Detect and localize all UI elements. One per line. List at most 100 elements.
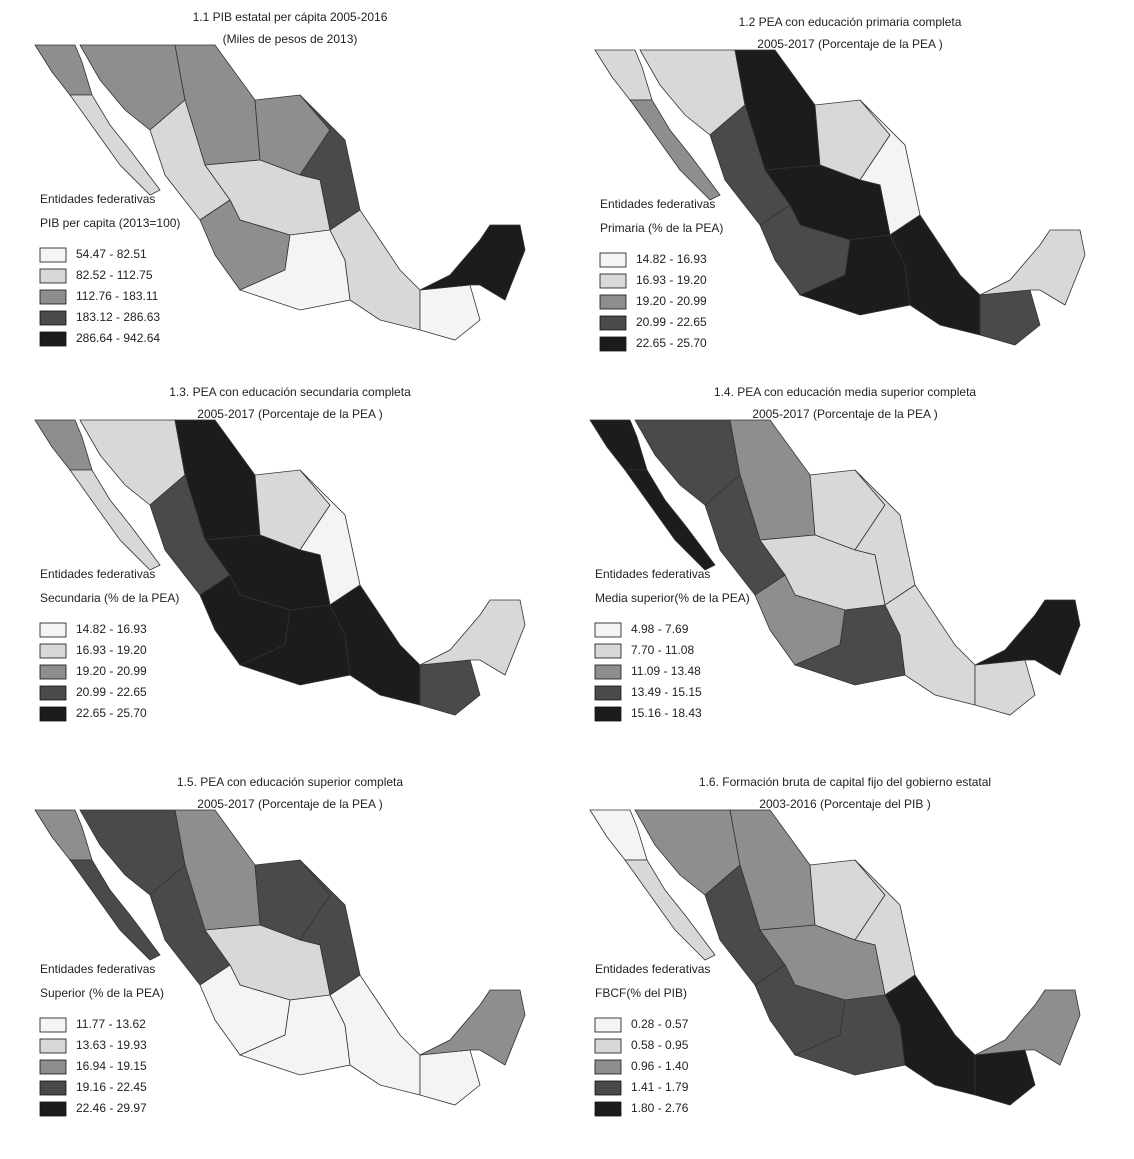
map-title: 1.4. PEA con educación media superior co… xyxy=(714,385,976,399)
legend-label: 7.70 - 11.08 xyxy=(631,643,694,657)
legend-title: Secundaria (% de la PEA) xyxy=(40,591,179,605)
map-title: 1.5. PEA con educación superior completa xyxy=(177,775,403,789)
map-title: 1.2 PEA con educación primaria completa xyxy=(739,15,962,29)
state-region xyxy=(419,989,526,1066)
map-title: 1.1 PIB estatal per cápita 2005-2016 xyxy=(193,10,388,24)
legend-label: 16.93 - 19.20 xyxy=(76,643,147,657)
legend-title: Entidades federativas xyxy=(595,962,710,976)
legend-swatch xyxy=(594,685,622,701)
map-title: 1.6. Formación bruta de capital fijo del… xyxy=(699,775,991,789)
map-title: 2005-2017 (Porcentaje de la PEA ) xyxy=(752,407,937,421)
legend-label: 16.94 - 19.15 xyxy=(76,1059,147,1073)
legend-label: 11.77 - 13.62 xyxy=(76,1017,146,1031)
legend-swatch xyxy=(39,643,67,659)
legend-label: 15.16 - 18.43 xyxy=(631,706,702,720)
map-panel: 1.3. PEA con educación secundaria comple… xyxy=(34,385,526,722)
map-title: 2005-2017 (Porcentaje de la PEA ) xyxy=(757,37,942,51)
legend-title: Entidades federativas xyxy=(595,567,710,581)
legend-label: 0.58 - 0.95 xyxy=(631,1038,689,1052)
state-region xyxy=(629,99,721,201)
legend-swatch xyxy=(39,1038,67,1054)
legend-label: 19.20 - 20.99 xyxy=(636,294,707,308)
map-panel: 1.1 PIB estatal per cápita 2005-2016 (Mil… xyxy=(34,10,526,347)
legend-label: 286.64 - 942.64 xyxy=(76,331,160,345)
legend-label: 54.47 - 82.51 xyxy=(76,247,147,261)
legend-swatch xyxy=(39,706,67,722)
legend-swatch xyxy=(39,622,67,638)
legend-label: 11.09 - 13.48 xyxy=(631,664,701,678)
legend-swatch xyxy=(39,331,67,347)
map-title: 1.3. PEA con educación secundaria comple… xyxy=(169,385,411,399)
legend-swatch xyxy=(39,1080,67,1096)
state-region xyxy=(979,229,1086,306)
legend-label: 20.99 - 22.65 xyxy=(636,315,707,329)
legend-swatch xyxy=(594,622,622,638)
legend-label: 22.46 - 29.97 xyxy=(76,1101,147,1115)
legend-label: 0.96 - 1.40 xyxy=(631,1059,689,1073)
legend-label: 19.16 - 22.45 xyxy=(76,1080,147,1094)
legend-swatch xyxy=(39,247,67,263)
map-title: 2005-2017 (Porcentaje de la PEA ) xyxy=(197,797,382,811)
legend-title: Entidades federativas xyxy=(40,567,155,581)
legend-swatch xyxy=(39,310,67,326)
map-panel: 1.4. PEA con educación media superior co… xyxy=(589,385,1081,722)
legend-label: 82.52 - 112.75 xyxy=(76,268,153,282)
legend-swatch xyxy=(39,268,67,284)
legend-swatch xyxy=(594,1017,622,1033)
legend-title: Entidades federativas xyxy=(40,192,155,206)
legend-title: Entidades federativas xyxy=(40,962,155,976)
legend-label: 183.12 - 286.63 xyxy=(76,310,160,324)
legend-swatch xyxy=(599,252,627,268)
legend-swatch xyxy=(594,664,622,680)
legend-label: 20.99 - 22.65 xyxy=(76,685,147,699)
legend-swatch xyxy=(599,273,627,289)
legend-swatch xyxy=(599,336,627,352)
map-panel: 1.6. Formación bruta de capital fijo del… xyxy=(589,775,1081,1117)
state-region xyxy=(974,599,1081,676)
legend-swatch xyxy=(594,1059,622,1075)
legend-label: 22.65 - 25.70 xyxy=(636,336,707,350)
legend-swatch xyxy=(39,685,67,701)
legend-label: 13.49 - 15.15 xyxy=(631,685,702,699)
legend-swatch xyxy=(39,1059,67,1075)
state-region xyxy=(419,224,526,301)
state-region xyxy=(69,859,161,961)
legend-swatch xyxy=(594,706,622,722)
map-title: 2003-2016 (Porcentaje del PIB ) xyxy=(759,797,930,811)
state-region xyxy=(974,989,1081,1066)
legend-swatch xyxy=(39,664,67,680)
legend-label: 0.28 - 0.57 xyxy=(631,1017,689,1031)
legend-swatch xyxy=(599,294,627,310)
state-region xyxy=(69,469,161,571)
legend-label: 112.76 - 183.11 xyxy=(76,289,159,303)
legend-title: Primaria (% de la PEA) xyxy=(600,221,723,235)
legend-label: 4.98 - 7.69 xyxy=(631,622,689,636)
legend-title: Media superior(% de la PEA) xyxy=(595,591,750,605)
legend-label: 22.65 - 25.70 xyxy=(76,706,147,720)
legend-title: FBCF(% del PIB) xyxy=(595,986,687,1000)
legend-swatch xyxy=(594,1080,622,1096)
legend-swatch xyxy=(594,1101,622,1117)
legend-label: 14.82 - 16.93 xyxy=(76,622,147,636)
legend-label: 1.80 - 2.76 xyxy=(631,1101,689,1115)
legend-swatch xyxy=(594,643,622,659)
legend-label: 13.63 - 19.93 xyxy=(76,1038,147,1052)
legend-swatch xyxy=(39,1017,67,1033)
map-title: (Miles de pesos de 2013) xyxy=(223,32,358,46)
legend-label: 14.82 - 16.93 xyxy=(636,252,707,266)
legend-label: 16.93 - 19.20 xyxy=(636,273,707,287)
legend-swatch xyxy=(599,315,627,331)
legend-swatch xyxy=(594,1038,622,1054)
map-title: 2005-2017 (Porcentaje de la PEA ) xyxy=(197,407,382,421)
state-region xyxy=(419,599,526,676)
legend-title: Entidades federativas xyxy=(600,197,715,211)
legend-label: 19.20 - 20.99 xyxy=(76,664,147,678)
state-region xyxy=(69,94,161,196)
legend-title: Superior (% de la PEA) xyxy=(40,986,164,1000)
legend-swatch xyxy=(39,289,67,305)
map-panel: 1.2 PEA con educación primaria completa 2… xyxy=(594,15,1086,352)
legend-title: PIB per capita (2013=100) xyxy=(40,216,180,230)
legend-label: 1.41 - 1.79 xyxy=(631,1080,689,1094)
legend-swatch xyxy=(39,1101,67,1117)
